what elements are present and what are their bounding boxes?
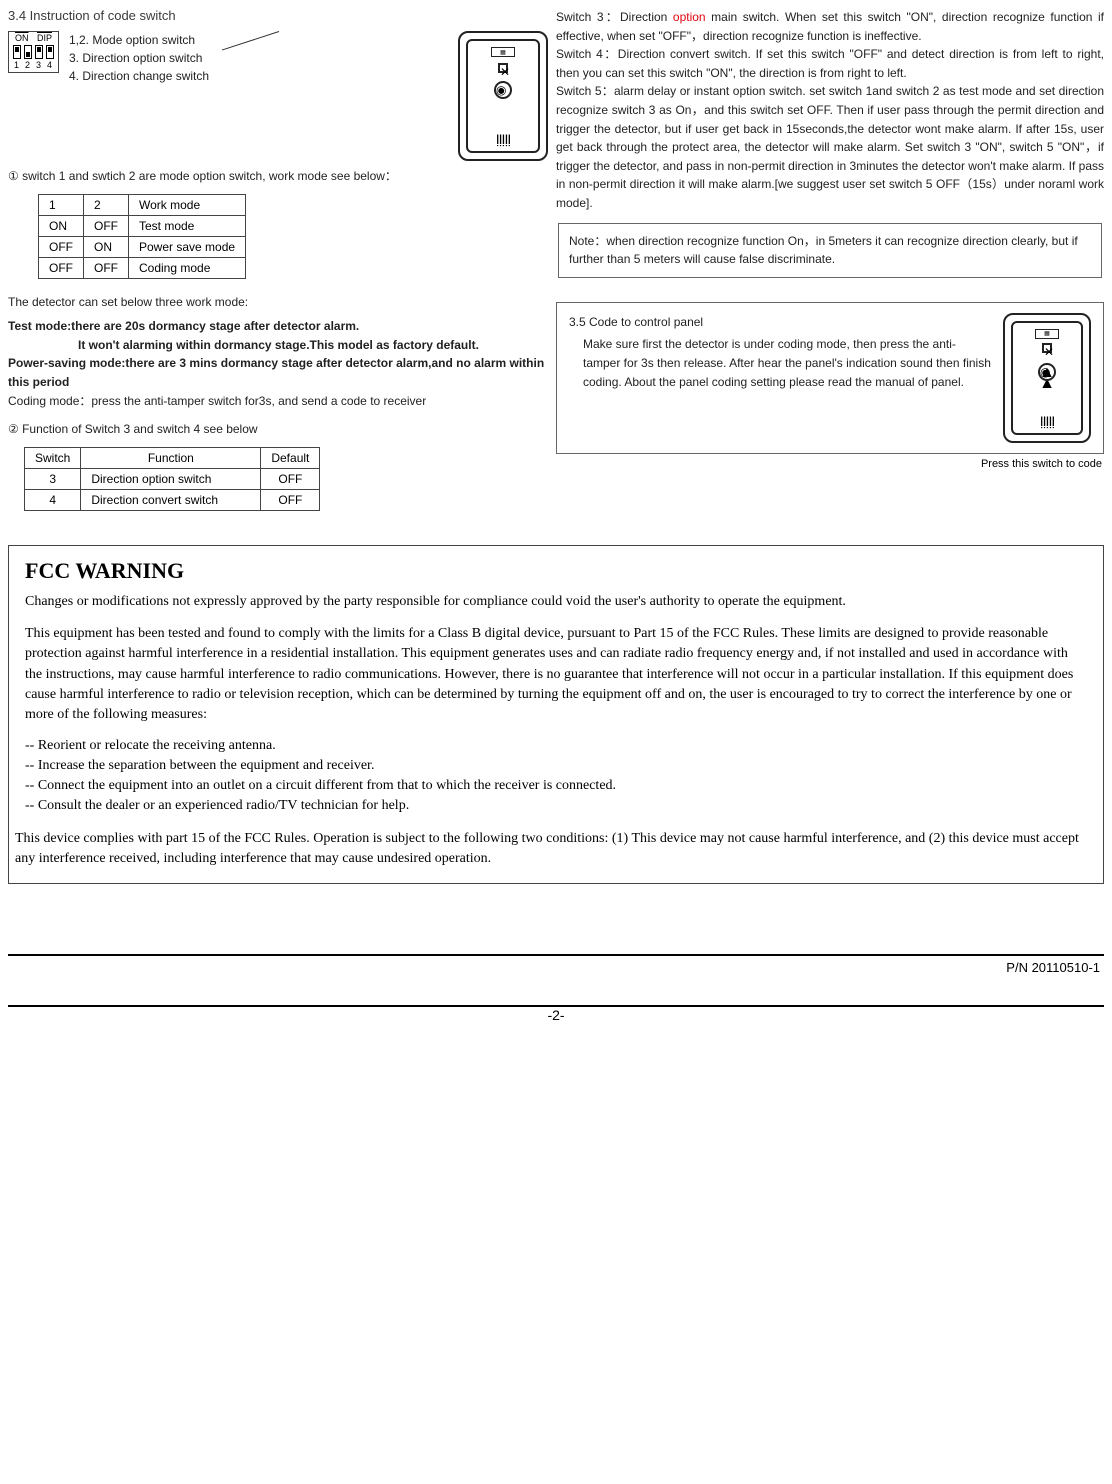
table-row: 1 2 Work mode: [39, 194, 246, 215]
table-cell: OFF: [261, 468, 320, 489]
switch-3-description: Switch 3：Direction option main switch. W…: [556, 8, 1104, 45]
table-header: Function: [81, 447, 261, 468]
table-row: Switch Function Default: [25, 447, 320, 468]
detector-figure-coding: ▦ ✕ ▲▲ ◉ ỊỊỊỊỊ: [1003, 313, 1091, 443]
table-cell: OFF: [84, 215, 129, 236]
table-cell: Direction option switch: [81, 468, 261, 489]
fcc-bullet: -- Consult the dealer or an experienced …: [25, 796, 1087, 816]
switch-list-item: 1,2. Mode option switch: [69, 31, 209, 49]
section-3-5-body: Make sure first the detector is under co…: [569, 335, 991, 391]
fcc-bullet: -- Connect the equipment into an outlet …: [25, 776, 1087, 796]
table-cell: ON: [84, 236, 129, 257]
switch-5-description: Switch 5：alarm delay or instant option s…: [556, 82, 1104, 212]
table-row: OFF ON Power save mode: [39, 236, 246, 257]
dip-num: 4: [47, 61, 52, 70]
table-cell: Test mode: [129, 215, 246, 236]
table-cell: Power save mode: [129, 236, 246, 257]
table-row: OFF OFF Coding mode: [39, 257, 246, 278]
section-3-5-title: 3.5 Code to control panel: [569, 313, 991, 332]
part-number: P/N 20110510-1: [1006, 960, 1100, 975]
sw3-prefix: Switch 3：Direction: [556, 10, 673, 24]
table-cell: Coding mode: [129, 257, 246, 278]
fcc-title: FCC WARNING: [25, 558, 1087, 584]
table-header: 1: [39, 194, 84, 215]
table-cell: ON: [39, 215, 84, 236]
switch-list-item: 3. Direction option switch: [69, 49, 209, 67]
table-header: Switch: [25, 447, 81, 468]
code-panel-box: 3.5 Code to control panel Make sure firs…: [556, 302, 1104, 454]
press-switch-caption: Press this switch to code: [556, 458, 1102, 470]
three-modes-intro: The detector can set below three work mo…: [8, 293, 548, 312]
dip-on-label: ON: [15, 34, 29, 43]
table-header: 2: [84, 194, 129, 215]
sw3-option-word: option: [673, 10, 706, 24]
leader-line: [222, 31, 279, 50]
section-3-4-title: 3.4 Instruction of code switch: [8, 8, 548, 23]
table-cell: OFF: [261, 489, 320, 510]
mode-switch-note: ① switch 1 and swtich 2 are mode option …: [8, 167, 548, 186]
table-row: 3 Direction option switch OFF: [25, 468, 320, 489]
dip-num: 1: [14, 61, 19, 70]
dip-switch-diagram: ON DIP 1 2 3 4: [8, 31, 59, 73]
table-cell: OFF: [84, 257, 129, 278]
power-saving-mode: Power-saving mode:there are 3 mins dorma…: [8, 354, 548, 391]
switch-list-item: 4. Direction change switch: [69, 67, 209, 85]
switch-4-description: Switch 4：Direction convert switch. If se…: [556, 45, 1104, 82]
fcc-bullet: -- Reorient or relocate the receiving an…: [25, 736, 1087, 756]
dip-num: 3: [36, 61, 41, 70]
fcc-paragraph-2: This equipment has been tested and found…: [25, 624, 1087, 725]
table-cell: 3: [25, 468, 81, 489]
table-cell: 4: [25, 489, 81, 510]
switch-3-4-note: ② Function of Switch 3 and switch 4 see …: [8, 420, 548, 439]
table-cell: Direction convert switch: [81, 489, 261, 510]
table-header: Default: [261, 447, 320, 468]
switch-list: 1,2. Mode option switch 3. Direction opt…: [69, 31, 209, 85]
table-row: ON OFF Test mode: [39, 215, 246, 236]
direction-note-box: Note：when direction recognize function O…: [558, 223, 1102, 278]
table-header: Work mode: [129, 194, 246, 215]
dip-dip-label: DIP: [37, 34, 52, 43]
fcc-bullet: -- Increase the separation between the e…: [25, 756, 1087, 776]
test-mode-heading: Test mode:there are 20s dormancy stage a…: [8, 317, 548, 336]
page-number: -2-: [8, 1007, 1104, 1027]
test-mode-body: It won't alarming within dormancy stage.…: [8, 336, 548, 355]
fcc-paragraph-1: Changes or modifications not expressly a…: [25, 592, 1087, 612]
table-cell: OFF: [39, 236, 84, 257]
coding-mode: Coding mode：press the anti-tamper switch…: [8, 392, 548, 411]
table-cell: OFF: [39, 257, 84, 278]
dip-num: 2: [25, 61, 30, 70]
detector-figure: ▦ ✕ ◉ ỊỊỊỊỊ: [458, 31, 548, 161]
switch-function-table: Switch Function Default 3 Direction opti…: [24, 447, 320, 511]
table-row: 4 Direction convert switch OFF: [25, 489, 320, 510]
work-mode-table: 1 2 Work mode ON OFF Test mode OFF ON Po…: [38, 194, 246, 279]
fcc-paragraph-3: This device complies with part 15 of the…: [15, 829, 1087, 870]
fcc-warning-box: FCC WARNING Changes or modifications not…: [8, 545, 1104, 885]
